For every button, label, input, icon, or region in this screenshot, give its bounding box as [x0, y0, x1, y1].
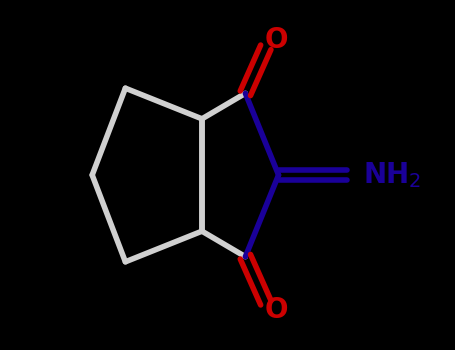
Text: NH$_2$: NH$_2$	[363, 160, 421, 190]
Text: O: O	[264, 296, 288, 324]
Text: O: O	[264, 26, 288, 54]
